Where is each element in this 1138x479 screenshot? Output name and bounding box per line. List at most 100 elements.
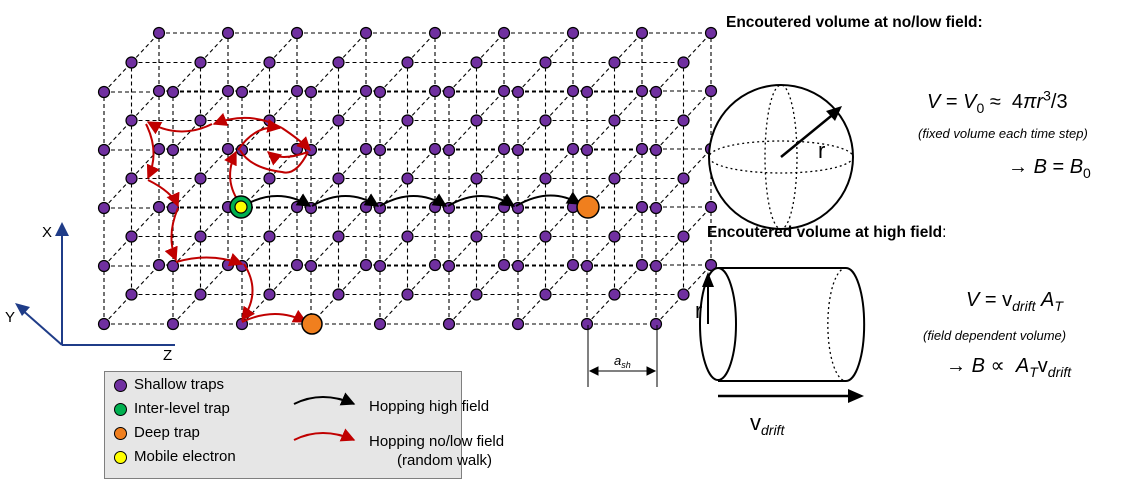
shallow-trap-node [152,200,166,214]
shallow-trap-node [635,26,649,40]
shallow-trap-node [470,288,483,301]
shallow-trap-node [428,258,442,272]
low-field-hop-arrow [241,309,308,323]
shallow-trap-node [166,317,180,331]
high-field-hop-arrow [311,193,380,207]
shallow-trap-node [401,288,414,301]
legend-low-field-sub-label: (random walk) [397,452,493,469]
inter-level-trap-swatch [114,403,127,416]
shallow-trap-node [373,317,387,331]
axes [19,228,175,346]
low-field-hop-arrow [239,149,309,174]
shallow-trap-node [677,230,690,243]
low-field-hop-arrow [175,253,244,267]
shallow-trap-node [511,259,525,273]
shallow-trap-node [677,56,690,69]
shallow-trap-node [511,201,525,215]
shallow-trap-node [401,172,414,185]
high-field-heading-text: Encoutered volume at high field [707,224,943,241]
shallow-trap-node [221,142,235,156]
lattice-nodes [97,26,718,331]
sphere-volume-formula: V = V0 ≈ 4πr3/3 [927,87,1068,116]
shallow-trap-node [511,85,525,99]
shallow-trap-node [649,85,663,99]
shallow-trap-node [263,288,276,301]
shallow-trap-node [677,288,690,301]
shallow-trap-node [194,56,207,69]
shallow-trap-node [401,114,414,127]
shallow-trap-node [97,85,111,99]
shallow-trap-node [194,172,207,185]
legend-low-field-label: Hopping no/low field [369,433,505,450]
high-field-heading: Encoutered volume at high field: [707,224,946,242]
low-field-heading: Encoutered volume at no/low field: [726,14,983,31]
shallow-trap-node [221,84,235,98]
legend-mobile-label: Mobile electron [134,448,236,465]
shallow-trap-node [635,258,649,272]
low-field-hop-arrow [212,112,283,129]
high-field-hop-arrow [379,193,448,207]
shallow-trap-node [608,114,621,127]
high-field-hops [242,191,582,207]
lattice-spacing-dimension [587,325,658,387]
low-field-hop-arrow [241,263,256,322]
shallow-trap-node [428,26,442,40]
shallow-trap-node [97,201,111,215]
low-field-hop-arrow [164,207,179,262]
shallow-trap-node [580,317,594,331]
shallow-trap-node [263,56,276,69]
shallow-trap-node [263,230,276,243]
shallow-trap-node [97,317,111,331]
shallow-trap-node [635,200,649,214]
shallow-trap-node [497,84,511,98]
shallow-trap-node [497,258,511,272]
shallow-trap-node [97,259,111,273]
high-field-hop-arrow [447,193,516,207]
shallow-trap-node [332,172,345,185]
shallow-trap-node [677,172,690,185]
shallow-trap-node [608,56,621,69]
shallow-trap-node [290,200,304,214]
lattice-spacing-label: ash [614,353,631,370]
sphere-radius-label: r [818,138,825,163]
shallow-trap-node [221,26,235,40]
x-axis-arrowhead [55,222,69,236]
shallow-trap-node [373,143,387,157]
low-field-hop-arrow [146,121,213,135]
shallow-trap-node [580,143,594,157]
shallow-trap-node [304,85,318,99]
shallow-trap-node [677,114,690,127]
shallow-trap-node [290,258,304,272]
shallow-trap-node [442,85,456,99]
shallow-trap-node [152,26,166,40]
shallow-trap-node [194,288,207,301]
shallow-trap-node [470,56,483,69]
shallow-trap-node [470,114,483,127]
shallow-trap-node [359,84,373,98]
shallow-trap-node [194,230,207,243]
low-field-hop-arrow [266,151,309,166]
shallow-trap-node [332,230,345,243]
high-field-b-formula: → B ∝ ATvdrift [946,355,1072,380]
shallow-trap-node [152,258,166,272]
shallow-trap-node [442,317,456,331]
shallow-trap-node [304,259,318,273]
legend-arrow-icons [293,392,356,442]
y-axis [19,307,63,346]
shallow-trap-node [290,26,304,40]
sphere-volume [708,84,854,230]
high-field-arrow-icon [293,392,356,406]
low-field-arrow-icon [293,428,356,442]
cylinder-volume-formula: V = vdrift AT [966,289,1063,314]
shallow-trap-node [166,143,180,157]
shallow-trap-node [649,259,663,273]
shallow-trap-node [539,230,552,243]
shallow-trap-node [566,26,580,40]
shallow-trap-node [332,56,345,69]
low-field-b-formula: → B = B0 [1008,156,1091,181]
cylinder-volume [699,267,866,403]
shallow-trap-node [704,200,718,214]
shallow-trap-node [539,114,552,127]
shallow-trap-node [511,317,525,331]
